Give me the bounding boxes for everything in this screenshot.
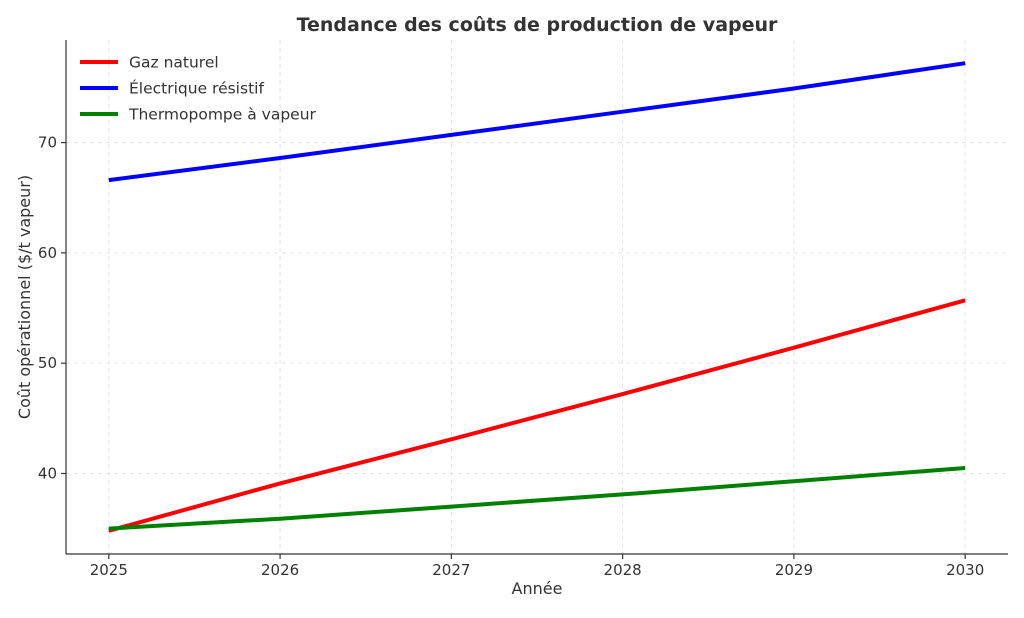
x-tick-label: 2027 — [432, 561, 470, 579]
legend-label: Thermopompe à vapeur — [128, 106, 317, 124]
y-tick-label: 60 — [38, 244, 57, 262]
series-line-2 — [108, 61, 966, 183]
grid-lines — [66, 40, 1008, 554]
legend-label: Électrique résistif — [129, 79, 264, 98]
series-line-3 — [108, 466, 966, 531]
x-tick-label: 2028 — [604, 561, 642, 579]
x-tick-label: 2029 — [775, 561, 813, 579]
y-tick-label: 50 — [38, 354, 57, 372]
chart-title: Tendance des coûts de production de vape… — [297, 14, 778, 36]
axes: 2025 2026 2027 2028 2029 2030 40 50 60 70 — [38, 40, 1008, 579]
series-lines — [108, 61, 966, 533]
x-tick-label: 2026 — [261, 561, 299, 579]
y-tick-label: 70 — [38, 134, 57, 152]
x-tick-label: 2025 — [90, 561, 128, 579]
x-tick-label: 2030 — [946, 561, 984, 579]
series-line-1 — [108, 298, 966, 533]
legend: Gaz naturel Électrique résistif Thermopomp… — [80, 54, 317, 124]
y-axis-title: Coût opérationnel ($/t vapeur) — [15, 175, 34, 419]
legend-label: Gaz naturel — [129, 54, 219, 72]
x-axis-title: Année — [512, 579, 563, 598]
y-tick-label: 40 — [38, 464, 57, 482]
